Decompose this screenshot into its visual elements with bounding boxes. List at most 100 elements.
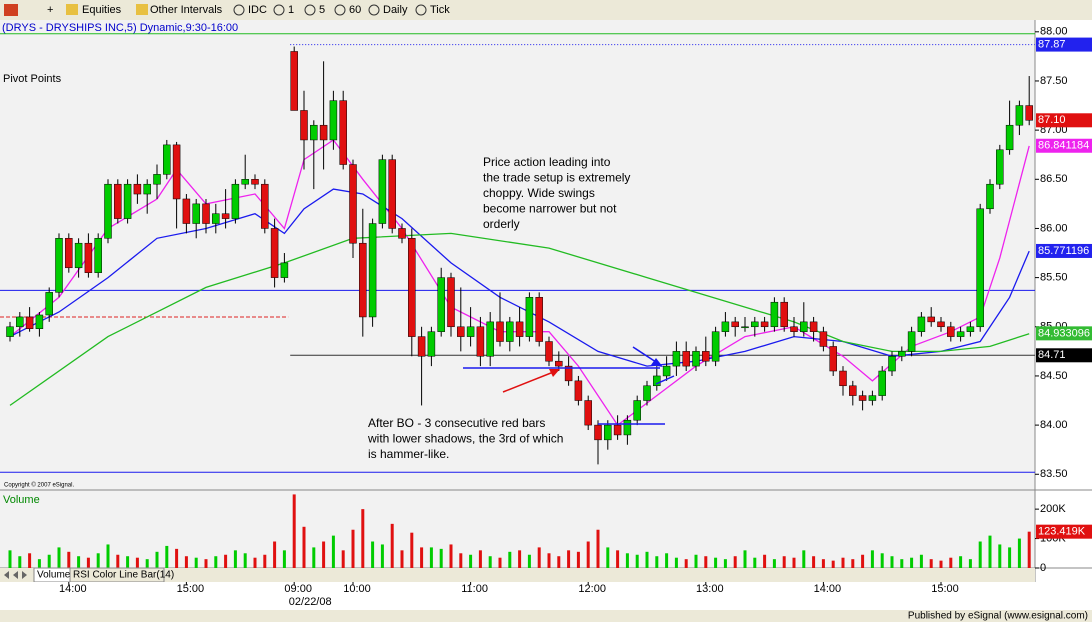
tab-scroll[interactable] xyxy=(4,571,27,579)
candle-body xyxy=(427,331,436,357)
volume-bar xyxy=(812,556,816,568)
radio[interactable] xyxy=(368,4,380,16)
toolbar-item[interactable]: Tick xyxy=(430,4,450,16)
toolbar-item[interactable]: Equities xyxy=(82,4,122,16)
volume-bar xyxy=(802,550,806,568)
candle-body xyxy=(94,238,102,273)
volume-bar xyxy=(518,550,522,568)
candle-body xyxy=(84,242,93,273)
volume-bar xyxy=(655,556,659,568)
x-tick-label: 09:00 xyxy=(284,583,312,595)
candle-body xyxy=(525,297,534,337)
candle-body xyxy=(966,326,975,332)
candle-body xyxy=(457,326,465,337)
volume-bar xyxy=(988,535,992,568)
arrow xyxy=(502,370,557,393)
volume-bar xyxy=(312,547,316,568)
candle-body xyxy=(584,400,592,426)
tab-label[interactable]: Volume xyxy=(37,570,71,581)
candle-body xyxy=(907,331,916,352)
candle-body xyxy=(182,198,191,224)
volume-bar xyxy=(380,544,384,568)
volume-bar xyxy=(233,550,237,568)
candle-body xyxy=(564,365,573,382)
volume-bar xyxy=(77,556,81,568)
volume-bar xyxy=(880,553,884,568)
price-marker xyxy=(1036,243,1092,258)
volume-bar xyxy=(900,559,904,568)
volume-bar xyxy=(733,556,737,568)
toolbar-item[interactable]: 1 xyxy=(288,4,294,16)
volume-bar xyxy=(126,556,130,568)
volume-bar xyxy=(96,553,100,568)
tab-label[interactable]: RSI Color Line Bar(14) xyxy=(73,570,174,581)
candle-body xyxy=(888,356,896,372)
candle-body xyxy=(996,149,1004,185)
candle-body xyxy=(662,365,671,377)
candle-body xyxy=(623,419,632,436)
candle-body xyxy=(212,213,220,224)
volume-bar xyxy=(723,559,727,568)
volume-pane xyxy=(0,490,1035,568)
status-bar xyxy=(0,610,1092,622)
candle-body xyxy=(241,179,249,185)
candle-body xyxy=(398,228,406,239)
annotation: is hammer-like. xyxy=(368,447,449,461)
toolbar-item[interactable]: Other Intervals xyxy=(150,4,223,16)
volume-bar xyxy=(1017,538,1021,568)
volume-bar xyxy=(8,550,12,568)
radio[interactable] xyxy=(304,4,316,16)
candle-body xyxy=(114,183,122,219)
volume-bar xyxy=(1027,531,1031,568)
y-tick-label: 84.00 xyxy=(1040,419,1068,431)
radio[interactable] xyxy=(415,4,427,16)
toolbar-icon[interactable] xyxy=(4,4,18,16)
volume-bar xyxy=(861,554,865,568)
volume-bar xyxy=(47,554,51,568)
volume-bar xyxy=(145,559,149,568)
radio[interactable] xyxy=(233,4,245,16)
candle-body xyxy=(319,124,328,141)
candle-body xyxy=(878,370,886,396)
volume-bar xyxy=(184,556,188,568)
y-tick-label: 85.50 xyxy=(1040,272,1068,284)
arrow-head xyxy=(549,369,560,377)
candle-body xyxy=(721,321,730,332)
toolbar-item[interactable]: Daily xyxy=(383,4,408,16)
radio[interactable] xyxy=(273,4,285,16)
volume-bar xyxy=(86,557,90,568)
x-tick-label: 11:00 xyxy=(461,583,488,595)
candle-body xyxy=(45,292,53,316)
candle-body xyxy=(55,238,63,293)
annotation: become narrower but not xyxy=(483,202,617,216)
volume-bar xyxy=(841,557,845,568)
tab-strip xyxy=(0,568,1035,582)
volume-bar xyxy=(37,559,41,568)
candles xyxy=(6,46,1033,465)
candle-body xyxy=(574,380,583,401)
volume-bar xyxy=(341,550,345,568)
volume-bar xyxy=(763,554,767,568)
folder-icon[interactable] xyxy=(66,4,78,15)
candle-body xyxy=(496,321,504,342)
annotation: After BO - 3 consecutive red bars xyxy=(368,416,545,430)
volume-bar xyxy=(322,541,326,568)
toolbar-item[interactable]: IDC xyxy=(248,4,267,16)
volume-bar xyxy=(547,553,551,568)
toolbar-item[interactable]: 60 xyxy=(349,4,361,16)
volume-bar xyxy=(616,550,620,568)
volume-bar xyxy=(998,544,1002,568)
folder-icon[interactable] xyxy=(136,4,148,15)
x-tick-label: 14:00 xyxy=(59,583,87,595)
toolbar-item[interactable]: 5 xyxy=(319,4,325,16)
volume-bar xyxy=(527,554,531,568)
volume-bar xyxy=(282,550,286,568)
radio[interactable] xyxy=(334,4,346,16)
toolbar-plus[interactable]: + xyxy=(47,4,53,16)
volume-bar xyxy=(851,559,855,568)
candle-body xyxy=(133,183,142,195)
candle-body xyxy=(310,124,318,141)
price-marker xyxy=(1036,37,1092,52)
candle-body xyxy=(486,321,494,357)
candle-body xyxy=(1005,124,1014,151)
